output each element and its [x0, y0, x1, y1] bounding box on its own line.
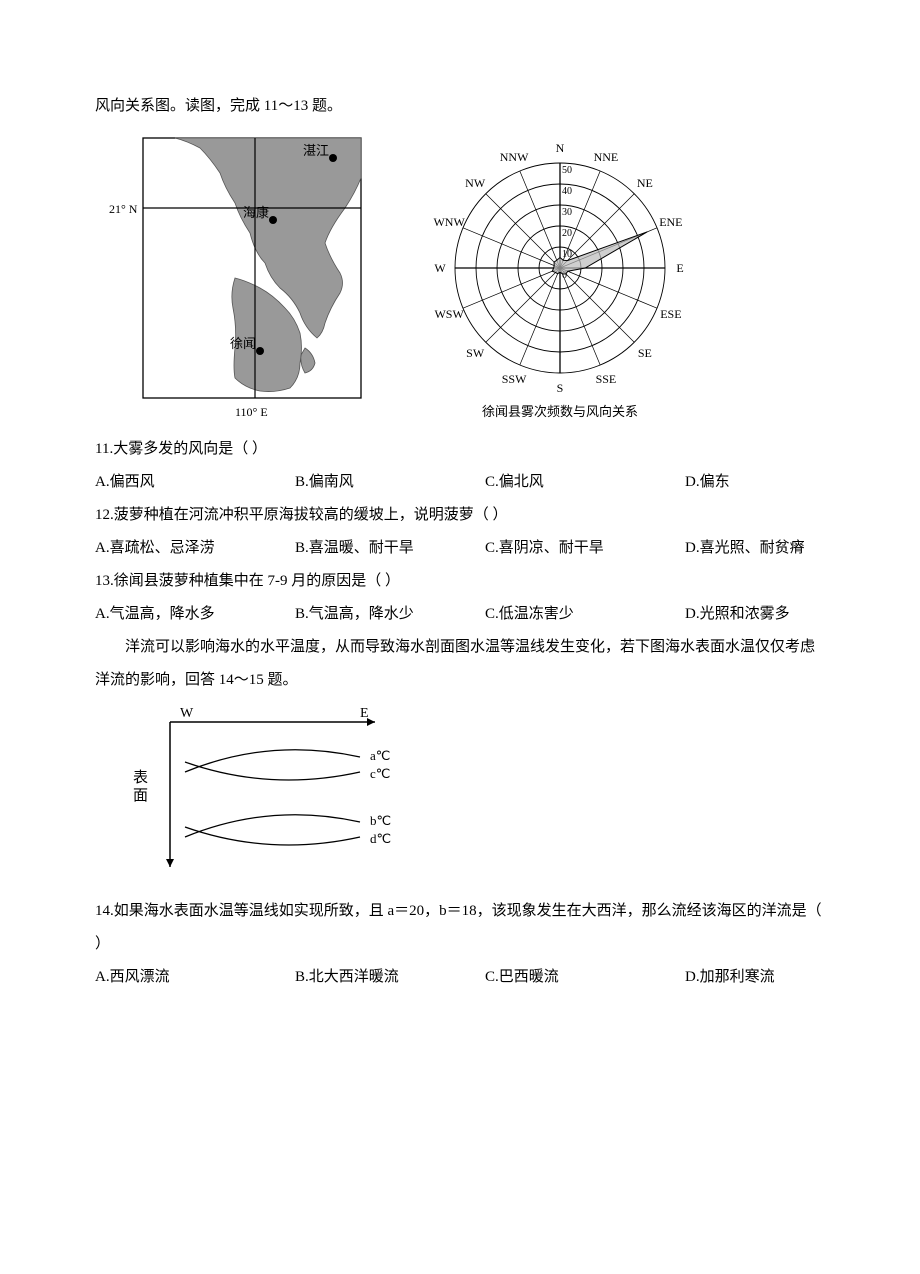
q14-option-a: A.西风漂流 [95, 961, 295, 994]
svg-text:SE: SE [638, 346, 652, 360]
intro-text-2: 洋流可以影响海水的水平温度，从而导致海水剖面图水温等温线发生变化，若下图海水表面… [95, 631, 825, 697]
map-figure: 21° N 110° E 湛江 海康 徐闻 [105, 133, 375, 423]
svg-text:表: 表 [133, 769, 148, 786]
svg-text:c℃: c℃ [370, 766, 390, 781]
profile-svg: W E 表 面 a℃ c℃ b℃ d℃ [115, 702, 425, 877]
svg-text:21° N: 21° N [109, 202, 138, 216]
q11-option-c: C.偏北风 [485, 466, 685, 499]
svg-text:E: E [676, 261, 683, 275]
svg-text:SSE: SSE [596, 372, 617, 386]
svg-text:WSW: WSW [434, 307, 464, 321]
svg-text:a℃: a℃ [370, 748, 390, 763]
q14-options: A.西风漂流 B.北大西洋暖流 C.巴西暖流 D.加那利寒流 [95, 961, 825, 994]
svg-text:W: W [180, 706, 194, 721]
svg-text:ESE: ESE [660, 307, 681, 321]
q12-option-d: D.喜光照、耐贫瘠 [685, 532, 805, 565]
svg-text:30: 30 [562, 207, 572, 218]
svg-text:NNE: NNE [594, 150, 619, 164]
q14-option-d: D.加那利寒流 [685, 961, 775, 994]
q12-stem: 12.菠萝种植在河流冲积平原海拔较高的缓坡上，说明菠萝（ ） [95, 499, 825, 532]
q11-option-a: A.偏西风 [95, 466, 295, 499]
q14-option-c: C.巴西暖流 [485, 961, 685, 994]
figures-row: 21° N 110° E 湛江 海康 徐闻 N NNE NE ENE E ESE SE SSE… [105, 133, 825, 423]
svg-text:50: 50 [562, 165, 572, 176]
svg-text:d℃: d℃ [370, 831, 391, 846]
q11-stem: 11.大雾多发的风向是（ ） [95, 433, 825, 466]
map-svg: 21° N 110° E 湛江 海康 徐闻 [105, 133, 375, 423]
svg-text:S: S [557, 381, 564, 395]
wind-rose-figure: N NNE NE ENE E ESE SE SSE S SSW SW WSW W WNW NW NNW 50 40… [395, 133, 725, 423]
svg-text:NNW: NNW [500, 150, 529, 164]
svg-text:N: N [556, 141, 565, 155]
q11-option-d: D.偏东 [685, 466, 730, 499]
svg-text:b℃: b℃ [370, 813, 391, 828]
svg-text:NW: NW [465, 176, 486, 190]
q13-option-a: A.气温高，降水多 [95, 598, 295, 631]
wind-rose-svg: N NNE NE ENE E ESE SE SSE S SSW SW WSW W WNW NW NNW 50 40… [395, 133, 725, 423]
svg-text:10: 10 [562, 249, 572, 260]
svg-text:110° E: 110° E [235, 405, 268, 419]
q13-option-b: B.气温高，降水少 [295, 598, 485, 631]
svg-text:海康: 海康 [243, 205, 269, 220]
q14-stem: 14.如果海水表面水温等温线如实现所致，且 a＝20，b＝18，该现象发生在大西… [95, 895, 825, 961]
svg-text:徐闻: 徐闻 [230, 336, 256, 351]
q11-option-b: B.偏南风 [295, 466, 485, 499]
svg-text:40: 40 [562, 186, 572, 197]
svg-text:SSW: SSW [502, 372, 527, 386]
q13-option-c: C.低温冻害少 [485, 598, 685, 631]
q12-options: A.喜疏松、忌泽涝 B.喜温暖、耐干旱 C.喜阴凉、耐干旱 D.喜光照、耐贫瘠 [95, 532, 825, 565]
svg-text:E: E [360, 706, 369, 721]
q12-option-b: B.喜温暖、耐干旱 [295, 532, 485, 565]
q13-stem: 13.徐闻县菠萝种植集中在 7-9 月的原因是（ ） [95, 565, 825, 598]
q11-options: A.偏西风 B.偏南风 C.偏北风 D.偏东 [95, 466, 825, 499]
svg-text:NE: NE [637, 176, 653, 190]
svg-text:WNW: WNW [433, 215, 465, 229]
svg-text:湛江: 湛江 [303, 143, 329, 158]
svg-text:徐闻县雾次频数与风向关系: 徐闻县雾次频数与风向关系 [482, 404, 638, 419]
q12-option-a: A.喜疏松、忌泽涝 [95, 532, 295, 565]
q13-options: A.气温高，降水多 B.气温高，降水少 C.低温冻害少 D.光照和浓雾多 [95, 598, 825, 631]
svg-text:ENE: ENE [659, 215, 682, 229]
svg-text:20: 20 [562, 228, 572, 239]
svg-text:W: W [434, 261, 446, 275]
intro-text-1: 风向关系图。读图，完成 11～13 题。 [95, 90, 825, 123]
profile-figure: W E 表 面 a℃ c℃ b℃ d℃ [115, 702, 425, 877]
svg-text:SW: SW [466, 346, 485, 360]
svg-text:面: 面 [133, 788, 148, 804]
q13-option-d: D.光照和浓雾多 [685, 598, 790, 631]
q14-option-b: B.北大西洋暖流 [295, 961, 485, 994]
q12-option-c: C.喜阴凉、耐干旱 [485, 532, 685, 565]
